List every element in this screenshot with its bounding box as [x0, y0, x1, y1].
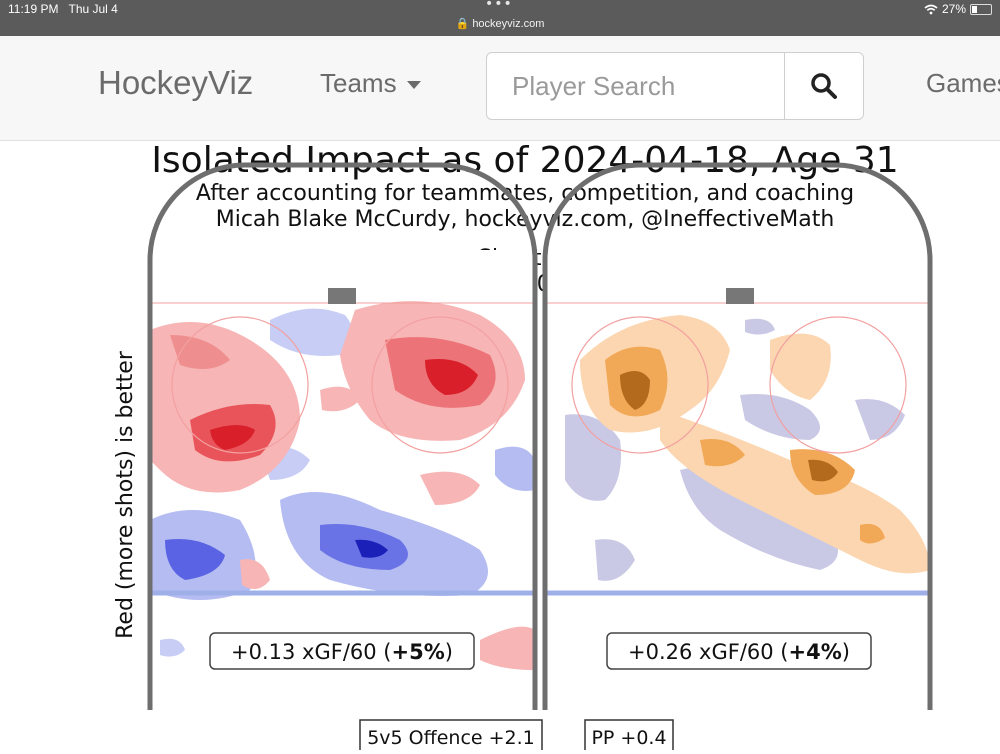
xgf-box-5v5: [209, 632, 475, 670]
status-bar: 11:19 PM Thu Jul 4 ••• 🔒 hockeyviz.com 2…: [0, 0, 1000, 36]
blue-region: [160, 638, 185, 657]
panel-5v5: +0.13 xGF/60 (+5%): [147, 162, 538, 710]
red-region: [170, 335, 230, 369]
rink-boards-pp: [542, 162, 933, 710]
status-date: Thu Jul 4: [68, 2, 118, 16]
pp-high-region: [808, 459, 838, 482]
search-button[interactable]: [784, 52, 864, 120]
blue-region: [270, 308, 354, 356]
games-menu[interactable]: Games: [926, 68, 1000, 98]
chevron-down-icon: [406, 81, 421, 90]
status-right: 27%: [924, 2, 992, 16]
panel-pp: +0.26 xGF/60 (+4%): [542, 162, 933, 710]
y-axis-label: Red (more shots) is better: [113, 350, 138, 639]
pp-high-region: [860, 523, 885, 544]
goal-net: [726, 288, 754, 304]
battery-percent: 27%: [941, 2, 966, 16]
pp-high-region: [770, 333, 831, 400]
red-region: [240, 559, 270, 589]
goal-net: [328, 288, 356, 304]
search-icon: [811, 73, 837, 99]
battery-icon: [970, 3, 992, 15]
xgf-label-pp: +0.26 xGF/60 (+4%): [628, 640, 850, 664]
multitask-dots[interactable]: •••: [485, 0, 513, 12]
xgf-box-pp: [606, 632, 872, 670]
pp-low-region: [565, 414, 621, 501]
chart-svg: Isolated Impact as of 2024-04-18, Age 31…: [113, 140, 933, 754]
pp-low-region: [680, 466, 838, 570]
pp-high-region: [620, 371, 650, 410]
wifi-icon: [924, 4, 938, 14]
pp-low-region: [855, 399, 905, 440]
xgf-label-5v5: +0.13 xGF/60 (+5%): [231, 640, 453, 664]
footer-pp: PP +0.4: [591, 727, 666, 749]
red-region: [210, 425, 255, 450]
footer-box-5v5: [359, 719, 543, 754]
address-bar[interactable]: 🔒 hockeyviz.com: [0, 17, 1000, 30]
site-navbar: HockeyViz Teams Games: [0, 36, 1000, 141]
footer-5v5: 5v5 Offence +2.1: [367, 727, 535, 749]
chart-title: Isolated Impact as of 2024-04-18, Age 31: [151, 140, 898, 181]
rink-boards-5v5: [147, 162, 538, 710]
red-region: [320, 386, 360, 412]
red-region: [480, 626, 535, 670]
blue-region: [165, 539, 225, 580]
chart-subtitle: After accounting for teammates, competit…: [196, 181, 854, 206]
teams-label: Teams: [320, 68, 397, 98]
lock-icon: 🔒: [455, 18, 470, 30]
footer-box-pp: [584, 719, 674, 754]
player-search-input[interactable]: [486, 52, 786, 120]
pp-high-region: [700, 439, 745, 467]
red-region: [425, 359, 478, 395]
pp-low-region: [595, 539, 635, 581]
faceoff-circle: [571, 316, 709, 454]
blue-region: [355, 539, 388, 558]
pp-low-region: [745, 318, 775, 335]
faceoff-circle: [171, 316, 309, 454]
url-text: hockeyviz.com: [472, 18, 545, 30]
status-time: 11:19 PM Thu Jul 4: [8, 2, 118, 16]
faceoff-circle: [769, 316, 907, 454]
site-logo[interactable]: HockeyViz: [98, 64, 254, 101]
faceoff-circle: [371, 316, 509, 454]
red-region: [420, 471, 480, 505]
isolated-impact-chart: Isolated Impact as of 2024-04-18, Age 31…: [0, 140, 1000, 754]
teams-menu[interactable]: Teams: [320, 68, 421, 99]
pp-low-region: [740, 394, 820, 440]
blue-region: [495, 446, 535, 491]
